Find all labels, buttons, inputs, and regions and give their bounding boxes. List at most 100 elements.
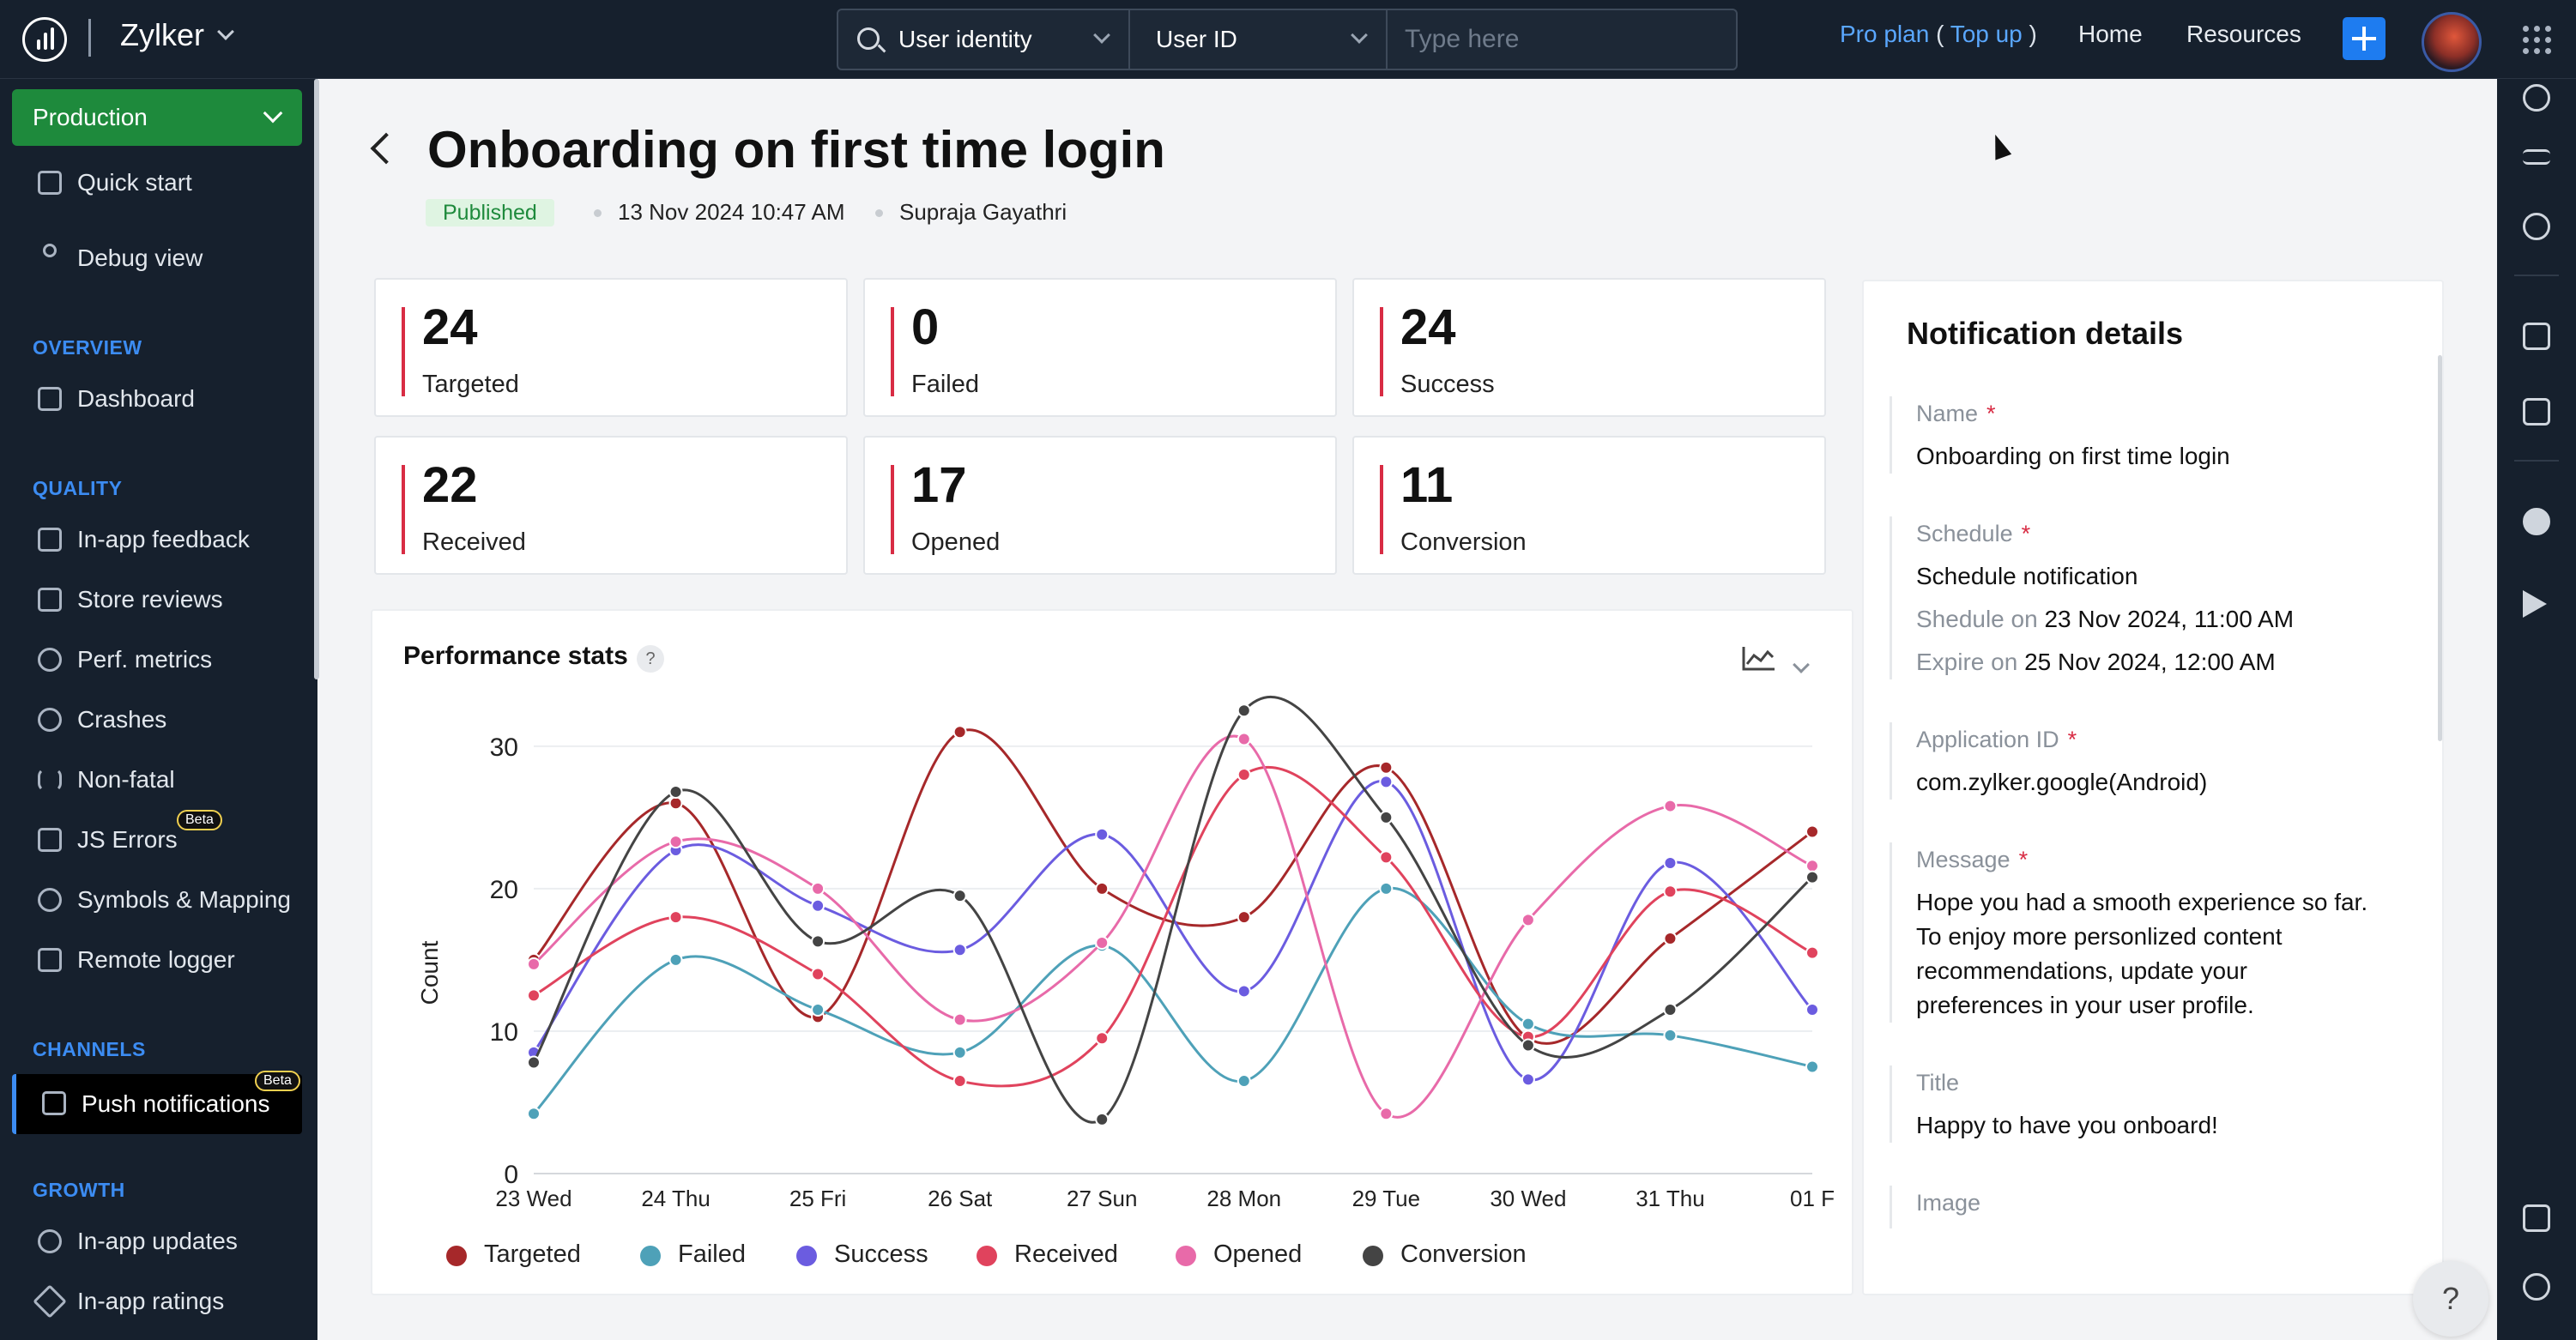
- plan-label[interactable]: Pro plan: [1840, 21, 1930, 47]
- integrations-icon[interactable]: [2523, 213, 2550, 240]
- series-line-opened: [533, 734, 1813, 1119]
- apps-grid-icon[interactable]: [2523, 26, 2552, 55]
- data-point-conversion: [1379, 810, 1394, 824]
- environment-select[interactable]: Production: [12, 89, 302, 146]
- sidebar-item-push-notifications[interactable]: Push notifications Beta: [12, 1071, 302, 1134]
- data-point-received: [1663, 884, 1678, 899]
- help-button[interactable]: ?: [2413, 1261, 2488, 1337]
- sidebar-scrollbar[interactable]: [314, 79, 319, 679]
- line-chart-icon[interactable]: [1742, 645, 1776, 671]
- y-axis-label: Count: [416, 940, 443, 1005]
- workspace-name[interactable]: Zylker: [120, 17, 204, 52]
- users-icon[interactable]: [2523, 84, 2550, 112]
- x-tick-label: 26 Sat: [928, 1186, 993, 1211]
- chevron-down-icon: [263, 103, 283, 124]
- data-point-opened: [1237, 732, 1251, 746]
- sidebar-item-perf-metrics[interactable]: Perf. metrics: [12, 635, 302, 685]
- sidebar-item-dashboard[interactable]: Dashboard: [12, 374, 302, 424]
- add-button[interactable]: [2343, 17, 2386, 60]
- stat-value: 0: [911, 299, 940, 355]
- stat-label: Targeted: [422, 371, 519, 398]
- stat-value: 24: [422, 299, 478, 355]
- nav-resources[interactable]: Resources: [2186, 21, 2301, 47]
- field-label: Application ID *: [1916, 727, 2077, 752]
- app-logo-icon[interactable]: [22, 17, 67, 62]
- theme-toggle-icon[interactable]: [2523, 1273, 2550, 1301]
- data-point-conversion: [527, 1055, 541, 1070]
- search-input[interactable]: [1388, 10, 1736, 69]
- data-point-failed: [952, 1045, 967, 1059]
- field-message: Message * Hope you had a smooth experienc…: [1890, 842, 2422, 1023]
- sidebar-item-crashes[interactable]: Crashes: [12, 695, 302, 745]
- data-point-opened: [1663, 799, 1678, 813]
- data-point-opened: [668, 835, 683, 849]
- legend-label: Conversion: [1400, 1240, 1527, 1268]
- sidebar-item-js-errors[interactable]: JS Errors Beta: [12, 810, 302, 865]
- meta-separator: [594, 209, 602, 217]
- notification-scrollbar[interactable]: [2438, 355, 2442, 741]
- sidebar-item-symbols-mapping[interactable]: Symbols & Mapping: [12, 875, 302, 925]
- symbols-icon: [38, 888, 62, 912]
- data-point-failed: [811, 1003, 825, 1017]
- right-rail: [2497, 79, 2576, 1340]
- document-icon[interactable]: [2523, 398, 2550, 426]
- legend-label: Targeted: [484, 1240, 581, 1268]
- status-badge: Published: [426, 199, 554, 226]
- top-up-link[interactable]: Top up: [1950, 21, 2023, 47]
- data-point-targeted: [952, 725, 967, 739]
- data-point-opened: [1805, 859, 1819, 873]
- x-tick-label: 25 Fri: [789, 1186, 846, 1211]
- series-line-conversion: [532, 696, 1814, 1124]
- legend-swatch: [1363, 1246, 1383, 1266]
- sidebar-item-in-app-feedback[interactable]: In-app feedback: [12, 515, 302, 564]
- debug-pin-icon: [43, 244, 57, 257]
- message-line: recommendations, update your: [1916, 957, 2247, 984]
- play-store-icon[interactable]: [2523, 590, 2547, 618]
- nav-home[interactable]: Home: [2078, 21, 2143, 47]
- swap-icon[interactable]: [2523, 149, 2550, 165]
- section-growth: GROWTH: [33, 1179, 125, 1201]
- legend-item-opened[interactable]: Opened: [1176, 1240, 1302, 1269]
- identity-type-select[interactable]: User identity: [838, 10, 1130, 69]
- sidebar-item-store-reviews[interactable]: Store reviews: [12, 575, 302, 625]
- data-point-opened: [527, 957, 541, 971]
- stat-value: 22: [422, 457, 478, 513]
- stat-card-success: 24 Success: [1352, 278, 1826, 417]
- stat-label: Received: [422, 528, 526, 556]
- data-point-targeted: [1663, 932, 1678, 945]
- author-name: Supraja Gayathri: [899, 199, 1067, 225]
- data-point-failed: [1521, 1017, 1535, 1031]
- legend-item-conversion[interactable]: Conversion: [1363, 1240, 1527, 1269]
- avatar[interactable]: [2422, 12, 2482, 72]
- rail-divider: [2514, 460, 2559, 462]
- chat-support-icon[interactable]: [2523, 1204, 2550, 1232]
- help-icon[interactable]: ?: [637, 645, 664, 673]
- legend-swatch: [1176, 1246, 1196, 1266]
- legend-item-success[interactable]: Success: [796, 1240, 928, 1269]
- legend-item-targeted[interactable]: Targeted: [446, 1240, 581, 1269]
- chevron-down-icon[interactable]: [217, 23, 234, 40]
- data-point-opened: [1379, 1107, 1394, 1121]
- data-point-conversion: [952, 889, 967, 903]
- stat-accent: [1380, 307, 1383, 396]
- legend-item-received[interactable]: Received: [977, 1240, 1118, 1269]
- data-point-targeted: [1379, 760, 1394, 775]
- identity-field-select[interactable]: User ID: [1130, 10, 1388, 69]
- legend-item-failed[interactable]: Failed: [640, 1240, 746, 1269]
- sidebar-item-non-fatal[interactable]: Non-fatal: [12, 755, 302, 805]
- data-point-conversion: [811, 934, 825, 949]
- sidebar-item-quick-start[interactable]: Quick start: [12, 158, 302, 208]
- data-point-opened: [1095, 935, 1110, 950]
- sidebar-item-in-app-updates[interactable]: In-app updates: [12, 1216, 302, 1266]
- sidebar-item-in-app-ratings[interactable]: In-app ratings: [12, 1277, 302, 1326]
- data-point-received: [1237, 768, 1251, 782]
- apple-icon[interactable]: [2523, 508, 2550, 535]
- sidebar-item-remote-logger[interactable]: Remote logger: [12, 935, 302, 985]
- data-point-failed: [1379, 881, 1394, 896]
- expire-on: Expire on 25 Nov 2024, 12:00 AM: [1916, 649, 2276, 675]
- feedback-icon: [38, 528, 62, 552]
- sidebar-item-debug-view[interactable]: Debug view: [12, 233, 302, 283]
- device-icon[interactable]: [2523, 323, 2550, 350]
- x-tick-label: 23 Wed: [495, 1186, 571, 1211]
- y-tick-label: 0: [504, 1161, 518, 1189]
